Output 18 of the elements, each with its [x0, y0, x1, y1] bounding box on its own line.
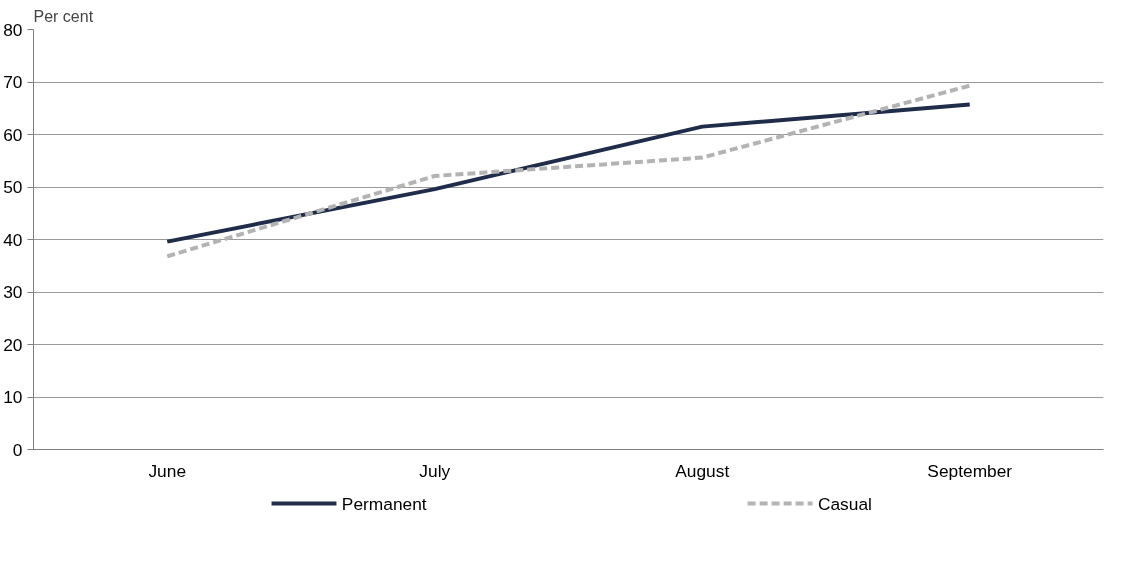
y-tick-label: 50	[3, 177, 23, 197]
y-tick-label: 20	[3, 334, 23, 355]
y-tick-label: 60	[3, 124, 23, 145]
y-axis-title: Per cent	[33, 7, 94, 25]
y-tick-label: 80	[3, 19, 23, 40]
line-series	[165, 83, 972, 259]
y-tick-label: 0	[12, 439, 23, 460]
legend-label: Permanent	[341, 493, 427, 514]
y-tick-label: 40	[3, 229, 23, 250]
x-tick-label: August	[675, 460, 730, 481]
x-tick-label: July	[419, 460, 451, 481]
y-tick-label: 10	[3, 387, 23, 407]
line-series	[165, 102, 972, 244]
x-tick-label: June	[148, 460, 187, 481]
legend-label: Casual	[817, 493, 872, 514]
x-tick-label: September	[927, 460, 1013, 481]
y-tick-label: 30	[3, 282, 23, 302]
y-tick-label: 70	[3, 72, 23, 92]
